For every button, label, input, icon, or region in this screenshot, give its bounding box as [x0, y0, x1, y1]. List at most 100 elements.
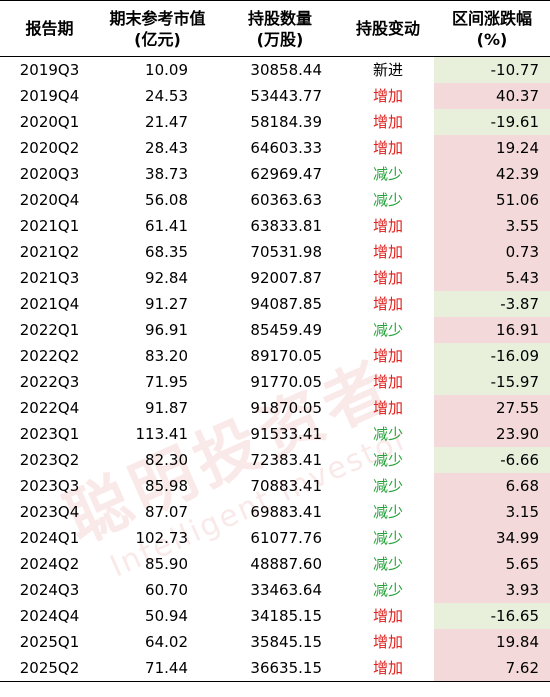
cell-market-value: 61.41	[145, 217, 188, 235]
table-row: 2022Q4 91.87 91870.05 增加 27.55	[0, 395, 550, 421]
table-row: 2019Q3 10.09 30858.44 新进 -10.77	[0, 57, 550, 83]
cell-range-change: -16.65	[434, 603, 550, 629]
cell-change: 增加	[372, 347, 403, 365]
cell-range-change: 5.65	[434, 551, 550, 577]
cell-market-value: 96.91	[145, 321, 188, 339]
cell-market-value: 68.35	[145, 243, 188, 261]
cell-period: 2024Q2	[19, 555, 80, 573]
table-row: 2021Q2 68.35 70531.98 增加 0.73	[0, 239, 550, 265]
cell-market-value: 113.41	[135, 425, 189, 443]
cell-period: 2021Q2	[19, 243, 80, 261]
header-shares: 持股数量 (万股)	[247, 8, 312, 49]
cell-period: 2022Q2	[19, 347, 80, 365]
cell-change: 减少	[372, 555, 403, 573]
cell-range-change: 42.39	[434, 161, 550, 187]
cell-period: 2025Q2	[19, 659, 80, 677]
cell-period: 2021Q3	[19, 269, 80, 287]
cell-change: 减少	[372, 581, 403, 599]
cell-period: 2020Q2	[19, 139, 80, 157]
cell-shares: 89170.05	[250, 347, 322, 365]
cell-range-change: -16.09	[434, 343, 550, 369]
table-row: 2025Q2 71.44 36635.15 增加 7.62	[0, 655, 550, 682]
cell-market-value: 102.73	[135, 529, 189, 547]
table-row: 2022Q2 83.20 89170.05 增加 -16.09	[0, 343, 550, 369]
table-row: 2024Q3 60.70 33463.64 减少 3.93	[0, 577, 550, 603]
table-row: 2023Q4 87.07 69883.41 减少 3.15	[0, 499, 550, 525]
cell-period: 2024Q4	[19, 607, 80, 625]
table-row: 2021Q3 92.84 92007.87 增加 5.43	[0, 265, 550, 291]
cell-change: 增加	[372, 269, 403, 287]
cell-shares: 60363.63	[250, 191, 322, 209]
cell-shares: 91870.05	[250, 399, 322, 417]
cell-range-change: 16.91	[434, 317, 550, 343]
cell-market-value: 92.84	[145, 269, 188, 287]
cell-market-value: 38.73	[145, 165, 188, 183]
cell-market-value: 28.43	[145, 139, 188, 157]
cell-change: 减少	[372, 529, 403, 547]
cell-market-value: 71.95	[145, 373, 188, 391]
cell-market-value: 91.27	[145, 295, 188, 313]
cell-change: 增加	[372, 295, 403, 313]
cell-change: 增加	[372, 659, 403, 677]
cell-change: 减少	[372, 451, 403, 469]
cell-range-change: -19.61	[434, 109, 550, 135]
cell-market-value: 21.47	[145, 113, 188, 131]
cell-change: 增加	[372, 373, 403, 391]
cell-change: 增加	[372, 607, 403, 625]
cell-shares: 64603.33	[250, 139, 322, 157]
cell-market-value: 60.70	[145, 581, 188, 599]
cell-shares: 62969.47	[250, 165, 322, 183]
table-row: 2025Q1 64.02 35845.15 增加 19.84	[0, 629, 550, 655]
cell-market-value: 87.07	[145, 503, 188, 521]
cell-shares: 72383.41	[250, 451, 322, 469]
cell-shares: 91533.41	[250, 425, 322, 443]
cell-shares: 61077.76	[250, 529, 322, 547]
table-row: 2020Q4 56.08 60363.63 减少 51.06	[0, 187, 550, 213]
table-row: 2022Q1 96.91 85459.49 减少 16.91	[0, 317, 550, 343]
table-row: 2020Q1 21.47 58184.39 增加 -19.61	[0, 109, 550, 135]
cell-market-value: 50.94	[145, 607, 188, 625]
cell-range-change: -6.66	[434, 447, 550, 473]
cell-change: 减少	[372, 321, 403, 339]
cell-change: 减少	[372, 191, 403, 209]
header-period: 报告期	[25, 19, 74, 38]
table-row: 2021Q1 61.41 63833.81 增加 3.55	[0, 213, 550, 239]
cell-period: 2020Q3	[19, 165, 80, 183]
cell-change: 减少	[372, 165, 403, 183]
cell-shares: 70883.41	[250, 477, 322, 495]
cell-shares: 34185.15	[250, 607, 322, 625]
cell-period: 2022Q4	[19, 399, 80, 417]
cell-shares: 92007.87	[250, 269, 322, 287]
table-row: 2024Q1 102.73 61077.76 减少 34.99	[0, 525, 550, 551]
cell-period: 2025Q1	[19, 633, 80, 651]
cell-change: 增加	[372, 139, 403, 157]
cell-shares: 94087.85	[250, 295, 322, 313]
cell-change: 新进	[372, 61, 403, 79]
cell-range-change: -15.97	[434, 369, 550, 395]
table-row: 2023Q1 113.41 91533.41 减少 23.90	[0, 421, 550, 447]
cell-change: 增加	[372, 243, 403, 261]
cell-range-change: 19.24	[434, 135, 550, 161]
cell-period: 2021Q4	[19, 295, 80, 313]
cell-shares: 35845.15	[250, 633, 322, 651]
cell-shares: 48887.60	[250, 555, 322, 573]
table-row: 2019Q4 24.53 53443.77 增加 40.37	[0, 83, 550, 109]
table-row: 2022Q3 71.95 91770.05 增加 -15.97	[0, 369, 550, 395]
cell-period: 2023Q1	[19, 425, 80, 443]
cell-change: 增加	[372, 113, 403, 131]
table-header: 报告期 期末参考市值 (亿元) 持股数量 (万股) 持股变动 区间涨跌幅 (%)	[0, 0, 550, 57]
cell-shares: 69883.41	[250, 503, 322, 521]
cell-range-change: 0.73	[434, 239, 550, 265]
cell-change: 增加	[372, 87, 403, 105]
cell-range-change: 40.37	[434, 83, 550, 109]
table-row: 2024Q2 85.90 48887.60 减少 5.65	[0, 551, 550, 577]
header-change: 持股变动	[355, 19, 420, 38]
cell-shares: 30858.44	[250, 61, 322, 79]
cell-shares: 85459.49	[250, 321, 322, 339]
table-row: 2021Q4 91.27 94087.85 增加 -3.87	[0, 291, 550, 317]
cell-period: 2019Q3	[19, 61, 80, 79]
cell-period: 2020Q1	[19, 113, 80, 131]
cell-shares: 33463.64	[250, 581, 322, 599]
cell-change: 减少	[372, 503, 403, 521]
cell-shares: 70531.98	[250, 243, 322, 261]
